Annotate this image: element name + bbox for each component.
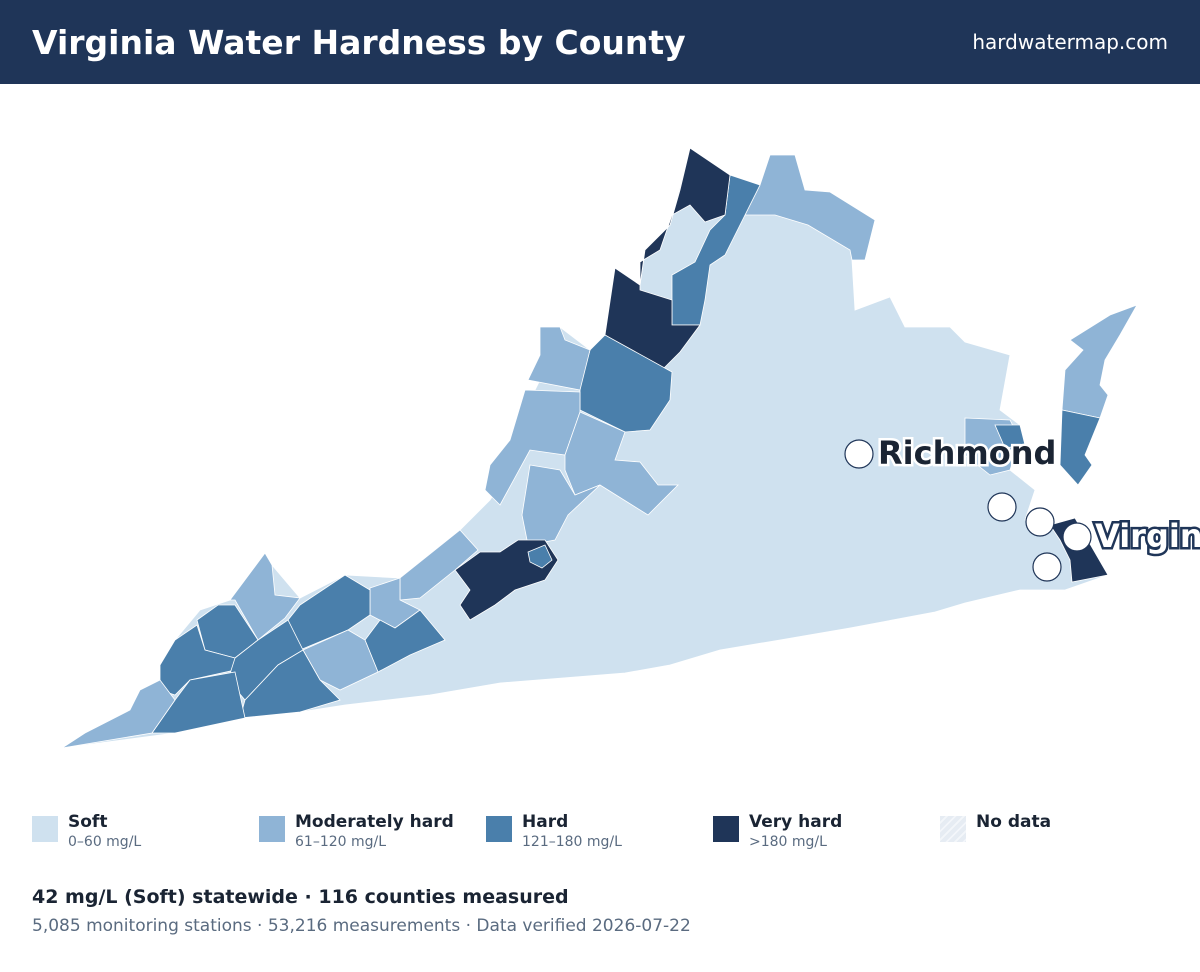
legend-range: 61–120 mg/L bbox=[295, 834, 387, 850]
legend-item: Very hard >180 mg/L bbox=[713, 812, 842, 850]
county-region bbox=[527, 544, 553, 569]
city-label: Richmond bbox=[878, 434, 1056, 472]
county-region bbox=[994, 424, 1026, 449]
legend-item: Hard 121–180 mg/L bbox=[486, 812, 622, 850]
county-region bbox=[579, 334, 673, 433]
summary-details: 5,085 monitoring stations · 53,216 measu… bbox=[32, 916, 691, 936]
legend-item: Soft 0–60 mg/L bbox=[32, 812, 141, 850]
city-marker bbox=[1062, 522, 1092, 552]
county-region bbox=[1061, 304, 1138, 419]
legend-range: 121–180 mg/L bbox=[522, 834, 622, 850]
county-region bbox=[744, 154, 876, 261]
county-region bbox=[61, 679, 176, 749]
legend-label: Hard bbox=[522, 812, 569, 832]
county-region bbox=[564, 411, 679, 516]
legend-text: Soft 0–60 mg/L bbox=[68, 812, 141, 850]
legend-text: No data bbox=[976, 812, 1051, 842]
county-region bbox=[1059, 409, 1101, 486]
legend-item: Moderately hard 61–120 mg/L bbox=[259, 812, 454, 850]
city-marker bbox=[844, 439, 874, 469]
legend-item: No data bbox=[940, 812, 1051, 842]
county-region bbox=[239, 649, 341, 719]
summary: 42 mg/L (Soft) statewide · 116 counties … bbox=[32, 886, 691, 936]
site-name: hardwatermap.com bbox=[972, 30, 1168, 54]
county-region bbox=[521, 464, 601, 546]
legend-range: >180 mg/L bbox=[749, 834, 827, 850]
legend-range: 0–60 mg/L bbox=[68, 834, 142, 850]
legend-swatch bbox=[940, 816, 966, 842]
city-marker bbox=[1025, 507, 1055, 537]
county-region bbox=[527, 326, 591, 391]
page-title: Virginia Water Hardness by County bbox=[32, 22, 686, 62]
legend-label: Moderately hard bbox=[295, 812, 454, 832]
legend-swatch bbox=[713, 816, 739, 842]
summary-headline: 42 mg/L (Soft) statewide · 116 counties … bbox=[32, 886, 569, 908]
city-marker bbox=[1032, 552, 1062, 582]
legend-label: Very hard bbox=[749, 812, 843, 832]
city-marker bbox=[987, 492, 1017, 522]
legend-text: Very hard >180 mg/L bbox=[749, 812, 842, 850]
legend-swatch bbox=[259, 816, 285, 842]
map: Richmond Virginia Beach bbox=[61, 147, 1200, 749]
county-region bbox=[484, 389, 581, 506]
county-region bbox=[229, 552, 301, 641]
legend-text: Moderately hard 61–120 mg/L bbox=[295, 812, 454, 850]
header: Virginia Water Hardness by County hardwa… bbox=[0, 0, 1200, 84]
legend: Soft 0–60 mg/L Moderately hard 61–120 mg/L H… bbox=[32, 812, 1172, 852]
legend-swatch bbox=[486, 816, 512, 842]
legend-text: Hard 121–180 mg/L bbox=[522, 812, 622, 850]
city-label: Virginia Beach bbox=[1095, 517, 1200, 555]
county-region bbox=[604, 147, 731, 373]
legend-swatch bbox=[32, 816, 58, 842]
legend-label: Soft bbox=[68, 812, 108, 832]
legend-label: No data bbox=[976, 812, 1052, 832]
